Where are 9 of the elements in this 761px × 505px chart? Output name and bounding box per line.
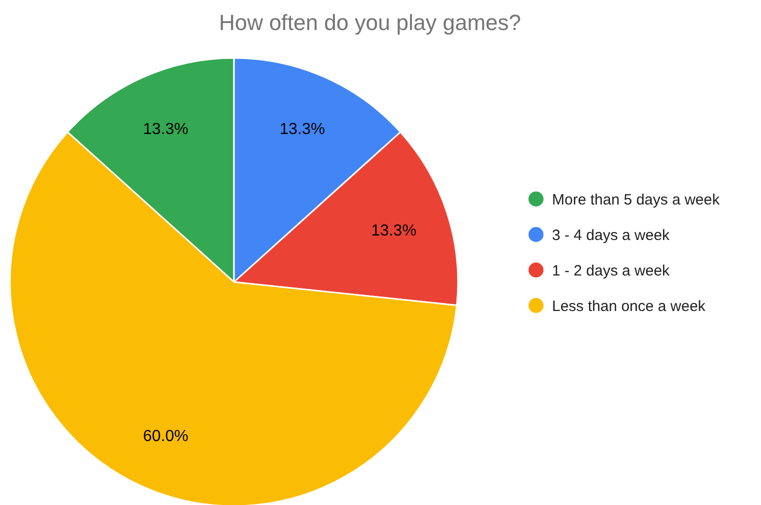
data-label: 13.3% (371, 222, 416, 240)
legend-label: 1 - 2 days a week (552, 262, 670, 280)
legend-label: Less than once a week (552, 298, 706, 315)
legend-label: More than 5 days a week (552, 191, 720, 208)
data-label: 13.3% (280, 121, 326, 138)
data-label: 60.0% (142, 428, 188, 446)
data-label: 13.3% (142, 121, 188, 138)
legend-label: 3 - 4 days a week (552, 226, 670, 244)
chart-title: How often do you play games? (218, 10, 522, 35)
